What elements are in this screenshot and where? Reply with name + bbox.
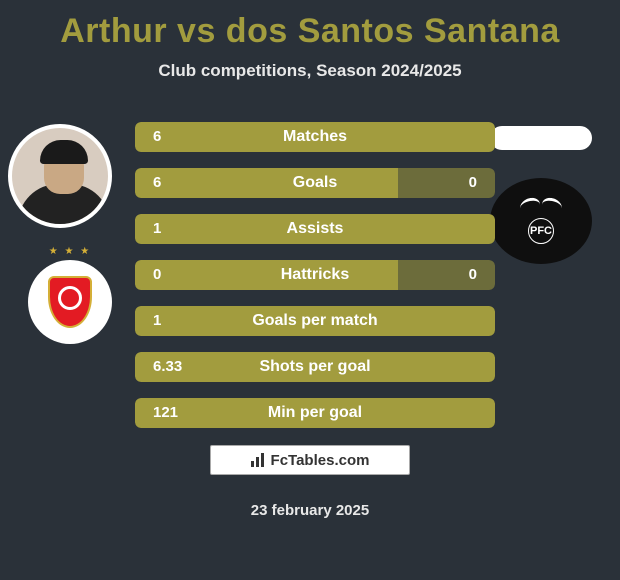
club-right-badge: PFC <box>490 178 592 264</box>
club-right-initials: PFC <box>528 218 554 244</box>
bird-icon <box>518 198 564 214</box>
stat-row: 60Goals <box>135 168 495 198</box>
stat-row: 6.33Shots per goal <box>135 352 495 382</box>
player-left-avatar <box>8 124 112 228</box>
bar-chart-icon <box>251 453 265 467</box>
stat-row: 1Goals per match <box>135 306 495 336</box>
stat-label: Hattricks <box>135 260 495 290</box>
stat-row: 1Assists <box>135 214 495 244</box>
stat-row: 121Min per goal <box>135 398 495 428</box>
stat-label: Goals per match <box>135 306 495 336</box>
stat-row: 6Matches <box>135 122 495 152</box>
club-left-badge: ★ ★ ★ <box>28 260 112 344</box>
shield-icon <box>48 276 92 328</box>
stat-label: Min per goal <box>135 398 495 428</box>
brand-badge[interactable]: FcTables.com <box>210 445 410 475</box>
date-label: 23 february 2025 <box>0 502 620 519</box>
page-title: Arthur vs dos Santos Santana <box>0 0 620 51</box>
stat-label: Assists <box>135 214 495 244</box>
stars-icon: ★ ★ ★ <box>28 246 112 257</box>
stat-label: Goals <box>135 168 495 198</box>
brand-label: FcTables.com <box>271 452 370 469</box>
subtitle: Club competitions, Season 2024/2025 <box>0 61 620 81</box>
stats-container: 6Matches 60Goals 1Assists 00Hattricks 1Goals… <box>135 122 495 444</box>
stat-row: 00Hattricks <box>135 260 495 290</box>
stat-label: Matches <box>135 122 495 152</box>
player-right-placeholder <box>490 126 592 150</box>
stat-label: Shots per goal <box>135 352 495 382</box>
